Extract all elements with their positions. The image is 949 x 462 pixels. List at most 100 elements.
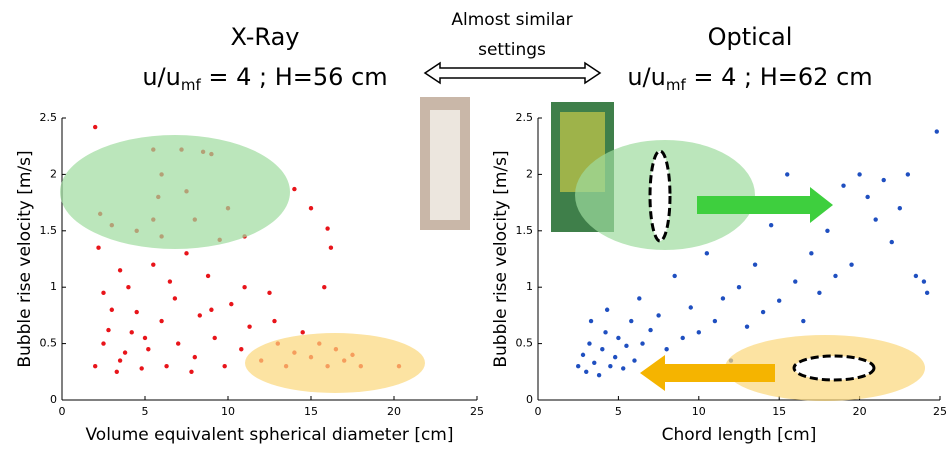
point [300,330,305,335]
point [785,172,790,177]
point [905,172,911,177]
point [134,309,139,315]
point [192,354,197,360]
point [632,358,637,363]
x-tick-label: 15 [304,405,318,418]
point [841,183,846,188]
point [629,318,634,324]
highlight-ellipse [245,333,425,393]
point [603,330,608,335]
y-tick-label: 0.5 [516,337,534,350]
point [672,273,677,279]
arrow [697,187,833,223]
point [322,285,327,290]
point [164,363,169,369]
point [239,347,244,352]
point [857,172,862,177]
double-arrow [423,61,602,85]
x-tick-label: 5 [142,405,149,418]
point [209,307,214,312]
point [608,363,613,369]
point [172,296,178,301]
point [921,279,927,284]
point [596,372,602,378]
point [146,347,151,352]
point [242,285,247,290]
y-tick-label: 1.5 [40,224,58,237]
annotation: settings [478,40,546,60]
x-tick-label: 15 [772,405,786,418]
point [580,352,586,358]
y-tick-label: 0 [50,393,57,406]
point [229,301,234,307]
x-tick-label: 10 [221,405,235,418]
y-tick-label: 0.5 [40,337,58,350]
x-tick-label: 20 [853,405,867,418]
point [924,290,930,296]
point [167,279,173,284]
x-tick-label: 25 [470,405,484,418]
point [793,279,798,284]
point [197,313,202,318]
point [817,290,822,296]
point [777,298,782,303]
point [308,206,314,211]
point [825,228,830,233]
point [744,324,750,329]
point [934,129,939,134]
y-tick-label: 1 [50,280,57,293]
x-axis-label: Chord length [cm] [662,425,817,445]
highlight-ellipse [60,135,290,249]
point [114,369,119,374]
point [247,324,252,329]
point [96,245,101,250]
y-tick-label: 0 [526,393,533,406]
point [736,285,742,290]
y-axis-label: Bubble rise velocity [m/s] [491,150,511,367]
point [637,296,642,301]
point [849,262,854,267]
point [913,273,919,279]
point [809,251,814,256]
y-tick-label: 1 [526,280,533,293]
point [292,186,297,192]
point [704,251,710,256]
point [640,341,645,346]
point [648,327,653,333]
point [159,318,164,324]
point [101,290,106,296]
point [151,262,156,267]
point [752,262,758,267]
point [720,296,726,301]
point [328,245,334,250]
y-axis-label: Bubble rise velocity [m/s] [15,150,35,367]
point [587,341,592,346]
point [117,268,123,273]
y-tick-label: 2 [50,167,57,180]
photo-column [430,110,460,220]
point [109,307,115,312]
point [139,366,144,371]
point [612,354,618,360]
x-tick-label: 0 [535,405,542,418]
y-tick-label: 2 [526,167,533,180]
point [189,369,194,374]
x-axis-label: Volume equivalent spherical diameter [cm… [85,425,453,445]
subtitle-part: = 4 ; H=62 cm [686,63,873,91]
point [184,251,189,256]
annotation: Almost similar [451,10,572,30]
x-tick-label: 25 [933,405,947,418]
bubble-shape [648,149,672,243]
point [205,273,211,279]
point [696,330,701,335]
point [760,309,766,315]
subtitle-part: mf [181,76,202,94]
point [865,194,870,200]
point [592,360,597,365]
x-tick-label: 0 [59,405,66,418]
point [656,313,661,318]
point [889,239,894,245]
y-tick-label: 2.5 [516,111,534,124]
x-tick-label: 10 [692,405,706,418]
point [801,318,806,324]
